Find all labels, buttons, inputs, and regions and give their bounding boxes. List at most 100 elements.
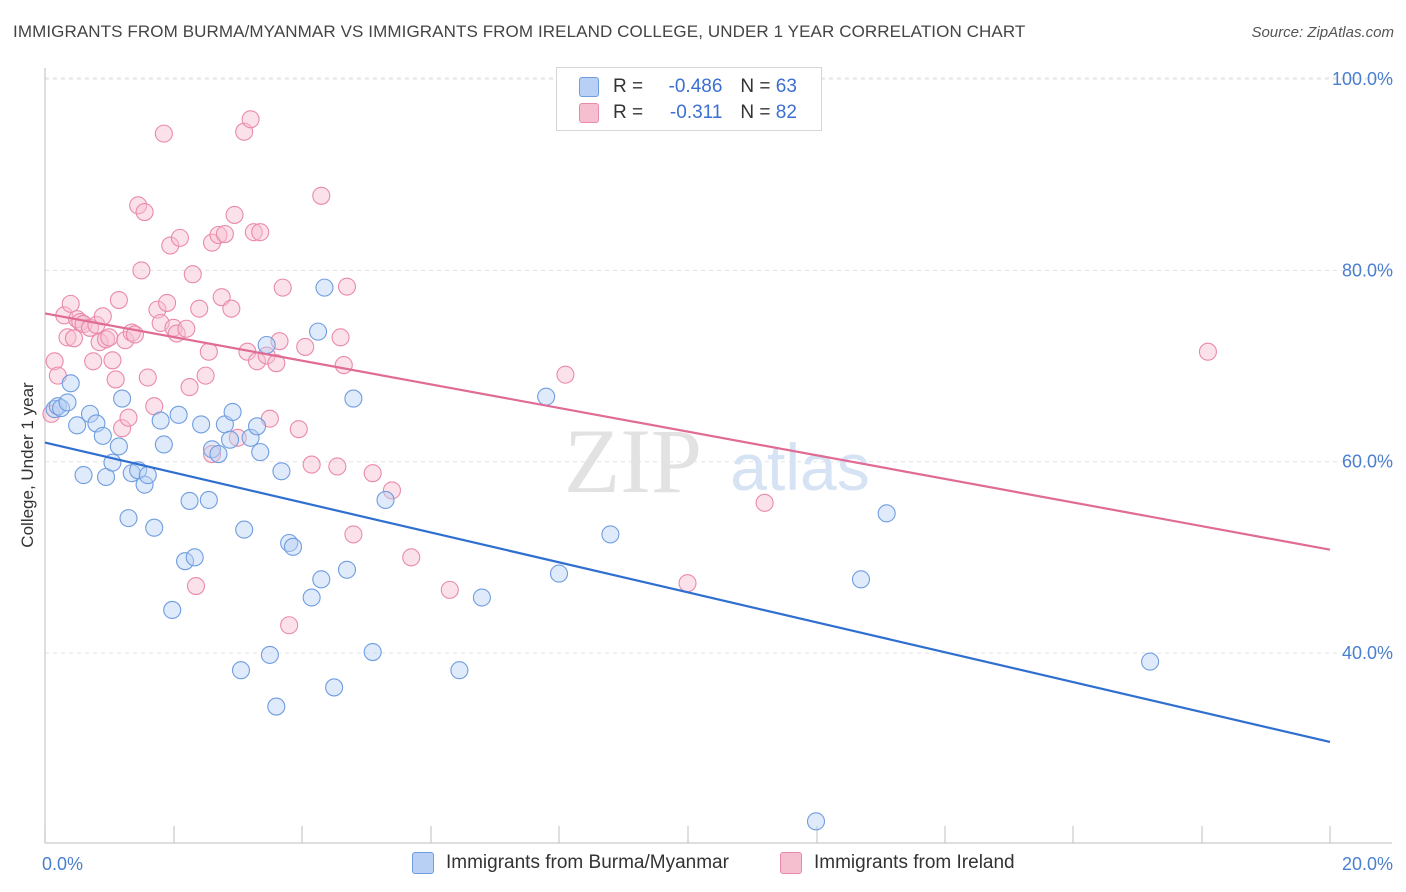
burma-point	[376, 490, 395, 510]
burma-point	[283, 537, 303, 556]
ireland-point	[302, 455, 321, 474]
series-ireland-points	[42, 110, 1217, 635]
ireland-point	[170, 228, 189, 247]
y-tick-label: 100.0%	[1332, 69, 1393, 89]
legend-label-burma: Immigrants from Burma/Myanmar	[446, 852, 729, 873]
ireland-point	[678, 574, 697, 593]
burma-point	[312, 570, 331, 589]
burma-point	[241, 428, 260, 447]
burma-point	[68, 416, 87, 435]
burma-point	[74, 466, 93, 485]
ireland-point	[180, 378, 199, 397]
burma-point	[302, 588, 321, 607]
ireland-point	[209, 225, 228, 245]
burma-point	[315, 278, 334, 297]
burma-point	[135, 475, 154, 494]
burma-point	[267, 697, 286, 716]
ireland-point	[158, 293, 177, 312]
burma-point	[272, 462, 291, 481]
legend-item-ireland[interactable]: Immigrants from Ireland	[780, 852, 1015, 874]
burma-point	[176, 552, 195, 571]
ireland-point	[58, 328, 77, 347]
legend-n-value: 82	[775, 102, 797, 123]
series-burma-points	[45, 278, 1160, 831]
legend-label-ireland: Immigrants from Ireland	[814, 852, 1015, 873]
burma-point	[260, 645, 279, 664]
ireland-point	[244, 223, 263, 242]
ireland-point	[154, 124, 173, 143]
chart-source: Source: ZipAtlas.com	[1251, 24, 1394, 41]
ireland-point	[334, 356, 353, 375]
ireland-point	[755, 493, 774, 512]
ireland-point	[402, 548, 421, 567]
burma-point	[251, 443, 270, 462]
ireland-point	[119, 408, 138, 427]
burma-point	[309, 322, 328, 341]
ireland-point	[106, 370, 125, 389]
ireland-point	[225, 205, 244, 224]
burma-point	[472, 588, 491, 607]
burma-point	[58, 393, 77, 412]
ireland-point	[129, 196, 148, 215]
burma-point	[138, 466, 157, 485]
legend-row-ireland: R = -0.311 N = 82	[579, 102, 797, 124]
legend-r-label: R =	[613, 76, 644, 97]
ireland-point	[61, 294, 80, 313]
legend-n-label: N =	[740, 102, 771, 123]
ireland-trend-line	[44, 312, 1331, 551]
burma-point	[199, 490, 218, 510]
ireland-point	[222, 299, 241, 318]
y-tick-label: 60.0%	[1342, 452, 1393, 472]
watermark-zip: ZIP	[564, 410, 702, 512]
correlation-legend: R = -0.486 N = 63 R = -0.311 N = 82	[556, 67, 822, 131]
ireland-point	[331, 328, 350, 347]
legend-r-value: -0.311	[669, 102, 723, 123]
burma-point	[145, 518, 164, 537]
trend-lines	[44, 312, 1331, 744]
ireland-point	[64, 329, 83, 348]
ireland-point	[296, 337, 315, 356]
burma-point	[450, 661, 469, 680]
ireland-point	[215, 225, 234, 244]
burma-point	[235, 520, 254, 539]
legend-swatch-burma	[412, 852, 434, 874]
ireland-point	[148, 300, 167, 319]
burma-point	[1141, 652, 1160, 671]
burma-point	[169, 405, 188, 424]
chart-title: IMMIGRANTS FROM BURMA/MYANMAR VS IMMIGRA…	[13, 22, 1026, 41]
ireland-point	[267, 354, 286, 373]
burma-point	[48, 397, 67, 416]
burma-point	[154, 435, 173, 454]
burma-point	[119, 509, 138, 528]
burma-point	[806, 812, 826, 831]
ireland-point	[196, 366, 215, 385]
ireland-point	[241, 110, 260, 129]
burma-point	[325, 678, 344, 697]
ireland-point	[186, 576, 206, 596]
burma-point	[93, 426, 112, 445]
legend-item-burma[interactable]: Immigrants from Burma/Myanmar	[412, 852, 729, 874]
ireland-point	[113, 419, 132, 438]
ireland-point	[280, 616, 299, 635]
x-tick-label-min: 0.0%	[42, 854, 83, 874]
burma-point	[363, 642, 382, 662]
burma-point	[257, 335, 276, 355]
burma-point	[61, 374, 80, 393]
x-tick-label-max: 20.0%	[1342, 854, 1393, 874]
ireland-point	[337, 277, 357, 296]
ireland-point	[177, 319, 196, 338]
ireland-point	[251, 223, 270, 242]
burma-point	[220, 430, 240, 449]
legend-swatch-burma	[579, 77, 599, 97]
ireland-point	[556, 365, 575, 384]
legend-swatch-ireland	[780, 852, 802, 874]
gridlines	[45, 77, 1392, 654]
legend-n-label: N =	[740, 76, 771, 97]
burma-trend-line	[44, 441, 1331, 744]
ireland-point	[440, 580, 459, 599]
burma-point	[877, 504, 896, 523]
ireland-point	[42, 404, 61, 423]
burma-point	[209, 444, 228, 464]
legend-r-label: R =	[613, 102, 644, 123]
burma-point	[337, 560, 357, 579]
